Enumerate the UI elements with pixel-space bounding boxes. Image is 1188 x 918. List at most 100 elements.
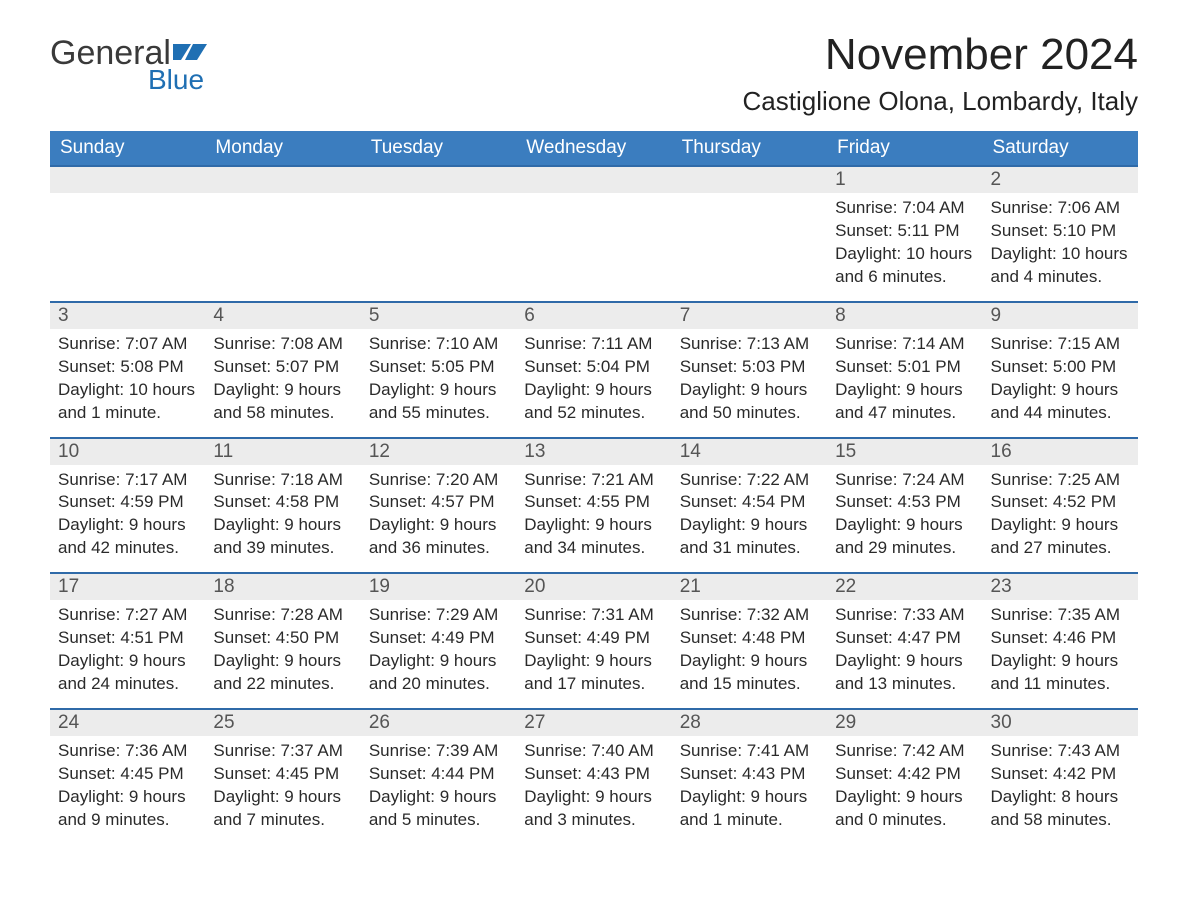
sunset-text: Sunset: 4:53 PM <box>835 491 974 514</box>
daylight-text: Daylight: 9 hours and 5 minutes. <box>369 786 508 832</box>
sunrise-text: Sunrise: 7:15 AM <box>991 333 1130 356</box>
sunset-text: Sunset: 4:57 PM <box>369 491 508 514</box>
day-details: Sunrise: 7:13 AMSunset: 5:03 PMDaylight:… <box>672 329 827 425</box>
calendar-day-cell: 8Sunrise: 7:14 AMSunset: 5:01 PMDaylight… <box>827 301 982 437</box>
day-number-band: 12 <box>361 437 516 465</box>
sunrise-text: Sunrise: 7:14 AM <box>835 333 974 356</box>
sunrise-text: Sunrise: 7:10 AM <box>369 333 508 356</box>
calendar-week-row: .....1Sunrise: 7:04 AMSunset: 5:11 PMDay… <box>50 165 1138 301</box>
calendar-day-cell: 3Sunrise: 7:07 AMSunset: 5:08 PMDaylight… <box>50 301 205 437</box>
day-details: Sunrise: 7:28 AMSunset: 4:50 PMDaylight:… <box>205 600 360 696</box>
day-number-band: 22 <box>827 572 982 600</box>
day-number-band: 3 <box>50 301 205 329</box>
day-number-band: 5 <box>361 301 516 329</box>
day-number-band: 26 <box>361 708 516 736</box>
sunset-text: Sunset: 5:10 PM <box>991 220 1130 243</box>
calendar-day-cell: 2Sunrise: 7:06 AMSunset: 5:10 PMDaylight… <box>983 165 1138 301</box>
day-details: Sunrise: 7:10 AMSunset: 5:05 PMDaylight:… <box>361 329 516 425</box>
daylight-text: Daylight: 9 hours and 55 minutes. <box>369 379 508 425</box>
calendar-day-cell: 16Sunrise: 7:25 AMSunset: 4:52 PMDayligh… <box>983 437 1138 573</box>
sunset-text: Sunset: 4:46 PM <box>991 627 1130 650</box>
sunset-text: Sunset: 5:11 PM <box>835 220 974 243</box>
daylight-text: Daylight: 10 hours and 1 minute. <box>58 379 197 425</box>
daylight-text: Daylight: 9 hours and 0 minutes. <box>835 786 974 832</box>
day-details: Sunrise: 7:22 AMSunset: 4:54 PMDaylight:… <box>672 465 827 561</box>
day-number-band: 14 <box>672 437 827 465</box>
weekday-header: Sunday <box>50 131 205 165</box>
day-details: Sunrise: 7:15 AMSunset: 5:00 PMDaylight:… <box>983 329 1138 425</box>
day-details: Sunrise: 7:18 AMSunset: 4:58 PMDaylight:… <box>205 465 360 561</box>
sunrise-text: Sunrise: 7:28 AM <box>213 604 352 627</box>
generalblue-logo: General Blue <box>50 36 207 94</box>
calendar-day-cell: 28Sunrise: 7:41 AMSunset: 4:43 PMDayligh… <box>672 708 827 844</box>
day-details: Sunrise: 7:25 AMSunset: 4:52 PMDaylight:… <box>983 465 1138 561</box>
day-number-band: 29 <box>827 708 982 736</box>
day-details: Sunrise: 7:14 AMSunset: 5:01 PMDaylight:… <box>827 329 982 425</box>
sunset-text: Sunset: 5:03 PM <box>680 356 819 379</box>
daylight-text: Daylight: 9 hours and 9 minutes. <box>58 786 197 832</box>
sunset-text: Sunset: 5:00 PM <box>991 356 1130 379</box>
daylight-text: Daylight: 9 hours and 20 minutes. <box>369 650 508 696</box>
day-number-band: 16 <box>983 437 1138 465</box>
sunset-text: Sunset: 4:49 PM <box>369 627 508 650</box>
daylight-text: Daylight: 9 hours and 7 minutes. <box>213 786 352 832</box>
sunrise-text: Sunrise: 7:37 AM <box>213 740 352 763</box>
sunrise-text: Sunrise: 7:41 AM <box>680 740 819 763</box>
day-number-band: 13 <box>516 437 671 465</box>
day-number-band: 1 <box>827 165 982 193</box>
calendar-day-cell: 27Sunrise: 7:40 AMSunset: 4:43 PMDayligh… <box>516 708 671 844</box>
calendar-day-cell: 14Sunrise: 7:22 AMSunset: 4:54 PMDayligh… <box>672 437 827 573</box>
calendar-day-cell: 10Sunrise: 7:17 AMSunset: 4:59 PMDayligh… <box>50 437 205 573</box>
weekday-header: Saturday <box>983 131 1138 165</box>
day-details: Sunrise: 7:08 AMSunset: 5:07 PMDaylight:… <box>205 329 360 425</box>
calendar-day-cell: 4Sunrise: 7:08 AMSunset: 5:07 PMDaylight… <box>205 301 360 437</box>
day-details: Sunrise: 7:40 AMSunset: 4:43 PMDaylight:… <box>516 736 671 832</box>
day-number-band: 8 <box>827 301 982 329</box>
calendar-day-cell: 21Sunrise: 7:32 AMSunset: 4:48 PMDayligh… <box>672 572 827 708</box>
calendar-day-cell: . <box>205 165 360 301</box>
sunset-text: Sunset: 4:48 PM <box>680 627 819 650</box>
daylight-text: Daylight: 9 hours and 58 minutes. <box>213 379 352 425</box>
day-details: Sunrise: 7:31 AMSunset: 4:49 PMDaylight:… <box>516 600 671 696</box>
day-number-band: 25 <box>205 708 360 736</box>
day-details: Sunrise: 7:04 AMSunset: 5:11 PMDaylight:… <box>827 193 982 289</box>
calendar-day-cell: 5Sunrise: 7:10 AMSunset: 5:05 PMDaylight… <box>361 301 516 437</box>
day-number-band: . <box>672 165 827 193</box>
calendar-day-cell: 30Sunrise: 7:43 AMSunset: 4:42 PMDayligh… <box>983 708 1138 844</box>
sunrise-text: Sunrise: 7:31 AM <box>524 604 663 627</box>
daylight-text: Daylight: 9 hours and 29 minutes. <box>835 514 974 560</box>
sunset-text: Sunset: 5:04 PM <box>524 356 663 379</box>
sunrise-text: Sunrise: 7:20 AM <box>369 469 508 492</box>
daylight-text: Daylight: 9 hours and 50 minutes. <box>680 379 819 425</box>
calendar-week-row: 24Sunrise: 7:36 AMSunset: 4:45 PMDayligh… <box>50 708 1138 844</box>
day-number-band: 9 <box>983 301 1138 329</box>
sunset-text: Sunset: 4:54 PM <box>680 491 819 514</box>
daylight-text: Daylight: 9 hours and 47 minutes. <box>835 379 974 425</box>
calendar-day-cell: 22Sunrise: 7:33 AMSunset: 4:47 PMDayligh… <box>827 572 982 708</box>
calendar-day-cell: 29Sunrise: 7:42 AMSunset: 4:42 PMDayligh… <box>827 708 982 844</box>
sunrise-text: Sunrise: 7:29 AM <box>369 604 508 627</box>
day-number-band: . <box>361 165 516 193</box>
calendar-week-row: 10Sunrise: 7:17 AMSunset: 4:59 PMDayligh… <box>50 437 1138 573</box>
sunset-text: Sunset: 4:51 PM <box>58 627 197 650</box>
weekday-header: Tuesday <box>361 131 516 165</box>
logo-flag-icon <box>173 38 207 64</box>
calendar-day-cell: 13Sunrise: 7:21 AMSunset: 4:55 PMDayligh… <box>516 437 671 573</box>
sunset-text: Sunset: 4:52 PM <box>991 491 1130 514</box>
daylight-text: Daylight: 9 hours and 11 minutes. <box>991 650 1130 696</box>
sunset-text: Sunset: 4:45 PM <box>213 763 352 786</box>
calendar-day-cell: 1Sunrise: 7:04 AMSunset: 5:11 PMDaylight… <box>827 165 982 301</box>
weekday-header: Monday <box>205 131 360 165</box>
daylight-text: Daylight: 9 hours and 15 minutes. <box>680 650 819 696</box>
calendar-day-cell: 7Sunrise: 7:13 AMSunset: 5:03 PMDaylight… <box>672 301 827 437</box>
day-details: Sunrise: 7:35 AMSunset: 4:46 PMDaylight:… <box>983 600 1138 696</box>
calendar-day-cell: . <box>361 165 516 301</box>
calendar-table: Sunday Monday Tuesday Wednesday Thursday… <box>50 131 1138 844</box>
calendar-day-cell: 18Sunrise: 7:28 AMSunset: 4:50 PMDayligh… <box>205 572 360 708</box>
day-number-band: 7 <box>672 301 827 329</box>
title-block: November 2024 Castiglione Olona, Lombard… <box>743 30 1139 117</box>
daylight-text: Daylight: 9 hours and 42 minutes. <box>58 514 197 560</box>
sunrise-text: Sunrise: 7:22 AM <box>680 469 819 492</box>
sunrise-text: Sunrise: 7:24 AM <box>835 469 974 492</box>
weekday-header: Friday <box>827 131 982 165</box>
